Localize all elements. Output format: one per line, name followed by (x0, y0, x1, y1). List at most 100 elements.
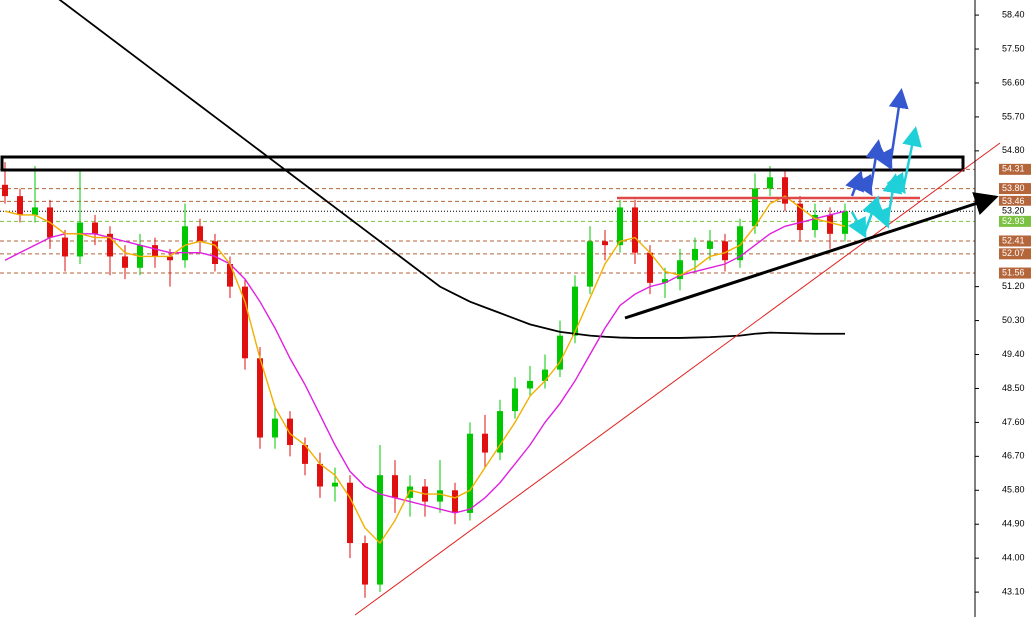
candle-body (497, 411, 503, 453)
candle-body (287, 418, 293, 446)
candle-body (347, 482, 353, 544)
candle-body (662, 279, 668, 283)
level-label: 51.56 (1002, 267, 1025, 277)
candle-body (557, 335, 563, 370)
y-tick-label: 48.50 (1002, 383, 1025, 393)
candle-body (737, 226, 743, 261)
candle-body (302, 445, 308, 464)
level-label-box (999, 235, 1031, 247)
candle-body (542, 369, 548, 381)
candle-body (692, 248, 698, 261)
arrow (874, 143, 893, 171)
candle-body (797, 203, 803, 231)
y-tick-label: 54.80 (1002, 145, 1025, 155)
candle-body (752, 188, 758, 227)
y-tick-label: 56.60 (1002, 77, 1025, 87)
level-label-box (999, 215, 1031, 227)
y-tick-label: 50.30 (1002, 315, 1025, 325)
candle-body (197, 226, 203, 242)
candle-body (767, 177, 773, 189)
candle-body (677, 260, 683, 280)
candle-body (272, 418, 278, 438)
level-label: 52.93 (1002, 216, 1025, 226)
candle-body (812, 214, 818, 231)
candle-body (782, 177, 788, 204)
level-label: 54.31 (1002, 164, 1025, 174)
candle-body (77, 222, 83, 257)
level-label-box (999, 267, 1031, 279)
arrow (862, 195, 881, 235)
candle-body (452, 490, 458, 513)
candle-body (392, 475, 398, 498)
candle-body (512, 388, 518, 412)
candle-body (107, 233, 113, 257)
level-label-box (999, 195, 1031, 207)
level-lines (0, 168, 975, 274)
candle-body (572, 286, 578, 336)
trend-line (354, 142, 1001, 616)
candle-body (317, 463, 323, 487)
moving-averages (4, 0, 846, 545)
y-tick-label: 43.10 (1002, 586, 1025, 596)
y-tick-label: 57.50 (1002, 43, 1025, 53)
moving-average (4, 195, 846, 545)
candle-body (467, 433, 473, 513)
candle-body (182, 226, 188, 261)
projection-cyan (848, 126, 922, 239)
candle-body (152, 245, 158, 257)
level-label-box (999, 248, 1031, 260)
candle-body (122, 256, 128, 268)
candle-body (647, 252, 653, 283)
candle-body (212, 241, 218, 264)
candle-body (587, 241, 593, 287)
candle-body (32, 207, 38, 215)
candle-body (617, 207, 623, 246)
arrow (872, 199, 891, 229)
candle-body (377, 475, 383, 585)
candle-body (827, 214, 833, 234)
candle-body (332, 482, 338, 487)
y-tick-label: 46.70 (1002, 451, 1025, 461)
level-label: 53.20 (1002, 206, 1025, 216)
y-tick-label: 44.00 (1002, 553, 1025, 563)
candle-body (167, 256, 173, 261)
arrow (901, 126, 922, 191)
level-label: 53.46 (1002, 196, 1025, 206)
candle-body (62, 237, 68, 257)
candle-body (437, 490, 443, 502)
y-tick-label: 58.40 (1002, 9, 1025, 19)
candle-body (2, 184, 8, 197)
trend-arrow (624, 192, 999, 320)
arrow (886, 171, 906, 195)
candle-body (842, 211, 848, 234)
moving-average (4, 210, 846, 514)
candle-body (722, 241, 728, 261)
candle-body (242, 286, 248, 359)
resistance-box (0, 155, 965, 172)
candle-body (407, 486, 413, 498)
level-label: 53.80 (1002, 183, 1025, 193)
level-label-box (999, 205, 1031, 217)
level-label-box (999, 183, 1031, 195)
arrow (888, 88, 909, 167)
projection-blue (845, 88, 909, 197)
candle-body (527, 380, 533, 389)
candle-body (602, 241, 608, 246)
arrow (853, 174, 873, 197)
level-label-box (999, 163, 1031, 175)
level-label: 52.07 (1002, 248, 1025, 258)
candle-body (227, 263, 233, 287)
price-scale: 58.40 57.50 56.60 55.70 54.80 51.20 50.30 49.40… (975, 9, 1031, 596)
arrow (848, 211, 867, 239)
candle-body (632, 207, 638, 253)
y-tick-label: 45.80 (1002, 485, 1025, 495)
candle-body (92, 222, 98, 234)
moving-average (58, 0, 845, 339)
candle-body (257, 358, 263, 438)
y-tick-label: 44.90 (1002, 519, 1025, 529)
candle-body (362, 543, 368, 585)
candle-body (482, 433, 488, 453)
